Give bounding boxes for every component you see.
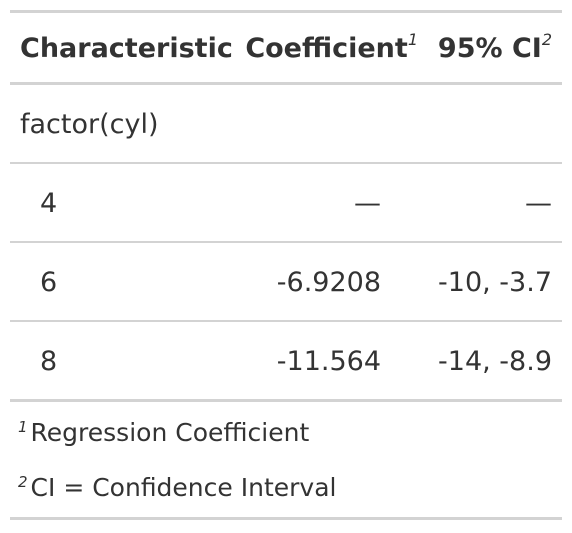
ci-cell: -10, -3.7 bbox=[438, 267, 552, 298]
coefficient-cell: -11.564 bbox=[276, 346, 381, 377]
table-row: 4 — — bbox=[10, 164, 562, 241]
table-top-rule bbox=[10, 10, 562, 13]
level-label: 6 bbox=[40, 267, 58, 298]
table-row: 6 -6.9208 -10, -3.7 bbox=[10, 243, 562, 320]
row-rule bbox=[10, 320, 562, 322]
ci-cell: — bbox=[525, 188, 552, 219]
table-bottom-rule bbox=[10, 399, 562, 402]
footnote-2: 2 CI = Confidence Interval bbox=[18, 473, 336, 502]
level-label: 4 bbox=[40, 188, 58, 219]
footnote-marker-1: 1 bbox=[407, 30, 418, 49]
header-characteristic: Characteristic bbox=[20, 33, 233, 64]
coefficient-cell: — bbox=[354, 188, 381, 219]
row-rule bbox=[10, 241, 562, 243]
ci-cell: -14, -8.9 bbox=[438, 346, 552, 377]
table-row-group: factor(cyl) bbox=[10, 85, 562, 162]
table-row: 8 -11.564 -14, -8.9 bbox=[10, 322, 562, 399]
footnote-marker: 1 bbox=[18, 417, 28, 436]
footnote-text: CI = Confidence Interval bbox=[30, 473, 337, 502]
footnote-1: 1 Regression Coefficient bbox=[18, 418, 309, 447]
table-footer-rule bbox=[10, 517, 562, 520]
footnote-marker-2: 2 bbox=[541, 30, 552, 49]
header-rule bbox=[10, 82, 562, 85]
table-header: Characteristic Coefficient1 95% CI2 bbox=[10, 13, 562, 82]
header-ci: 95% CI2 bbox=[437, 30, 552, 65]
header-coefficient: Coefficient1 bbox=[245, 30, 418, 65]
group-label: factor(cyl) bbox=[20, 109, 159, 140]
level-label: 8 bbox=[40, 346, 58, 377]
coefficient-cell: -6.9208 bbox=[276, 267, 381, 298]
footnote-text: Regression Coefficient bbox=[30, 418, 310, 447]
row-rule bbox=[10, 162, 562, 164]
footnote-marker: 2 bbox=[18, 472, 28, 491]
